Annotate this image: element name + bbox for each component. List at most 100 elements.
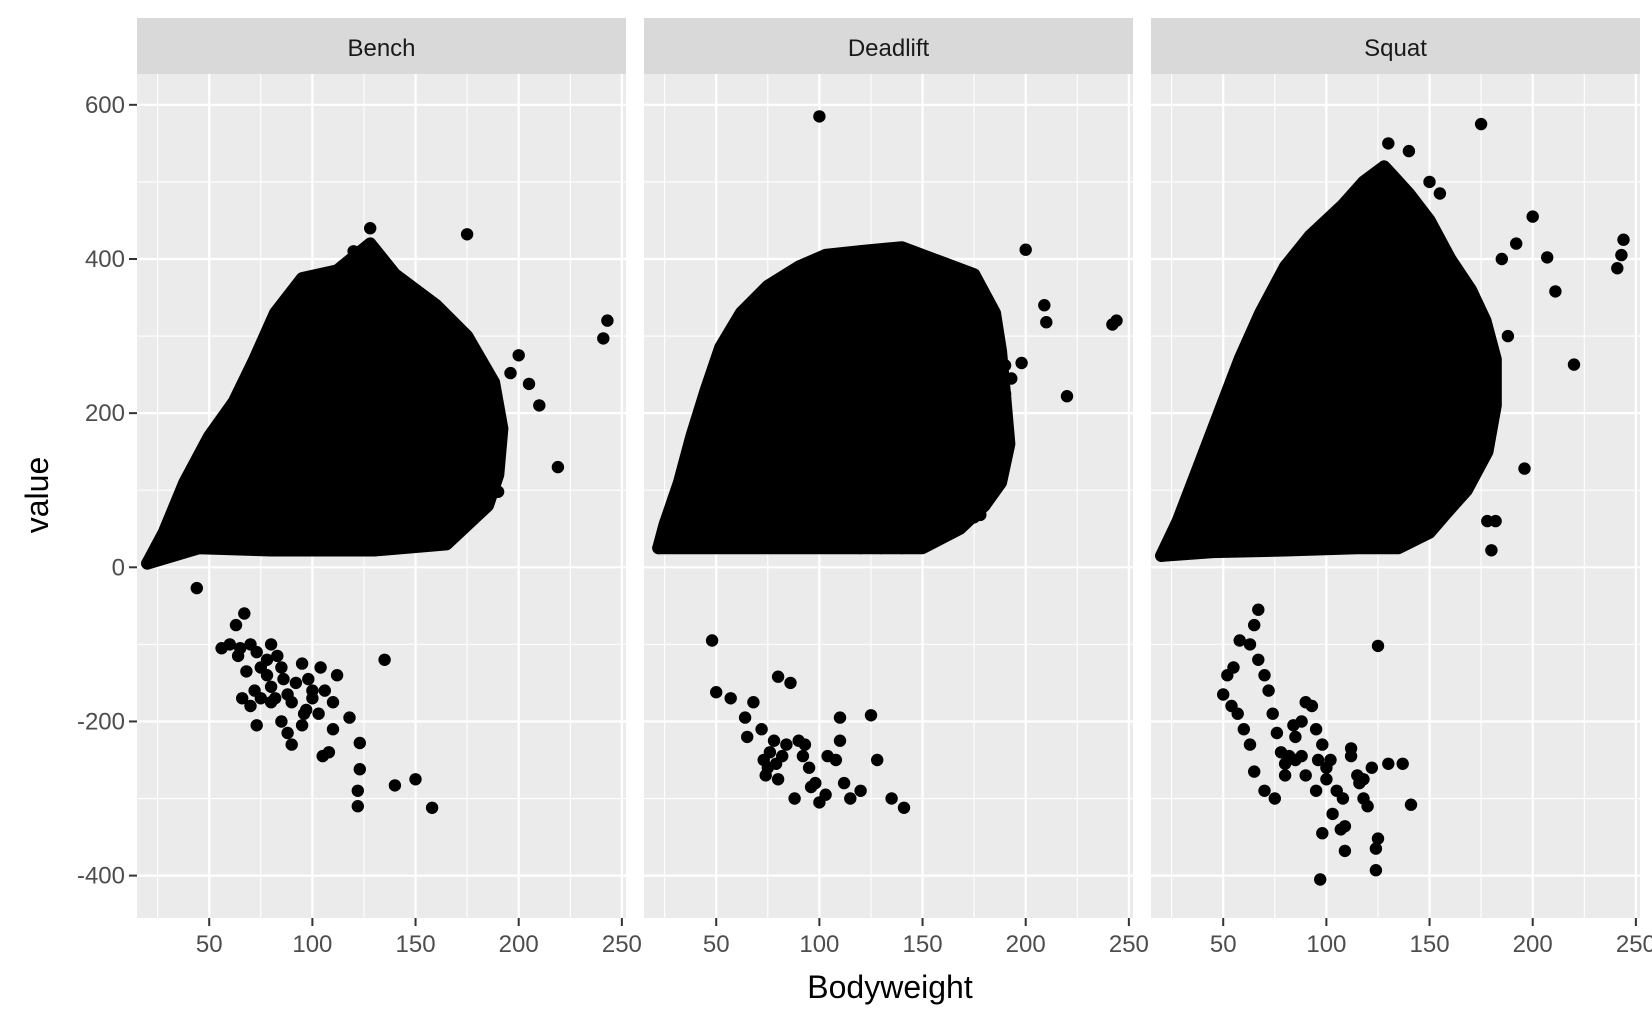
data-point [1474,117,1488,131]
facet-strip [644,18,1133,74]
data-point [223,638,236,651]
data-point [312,707,325,720]
data-point [1309,784,1323,797]
data-point [491,485,505,498]
data-point [1248,765,1261,778]
data-point [1617,233,1630,246]
facet-strip [1151,18,1640,74]
x-tick-label: 100 [1306,931,1346,958]
data-point [1489,514,1502,528]
data-point [1320,773,1333,786]
data-point [1495,252,1509,266]
data-point [984,422,997,435]
data-point [994,399,1008,412]
data-point [844,792,857,805]
x-tick-label: 250 [1109,931,1149,958]
data-point [1357,792,1370,805]
y-axis-title: value [19,457,55,534]
data-point [275,661,288,674]
data-point [796,749,810,763]
x-tick-label: 50 [1210,931,1237,958]
data-point [895,541,909,555]
data-point [388,779,402,792]
data-point [1316,827,1329,840]
data-point [741,730,754,744]
facet-panel-squat: Squat 50 100 150 200 250 [1151,18,1652,958]
data-point [788,792,801,805]
data-point [289,676,303,690]
data-point [875,541,888,555]
data-point [1365,761,1379,774]
data-point [881,514,894,528]
data-point [326,723,340,736]
data-point [802,761,816,774]
data-point [1299,769,1312,782]
x-tick-label: 200 [1513,931,1553,958]
x-tick-label: 200 [499,931,539,958]
facet-strip-label: Bench [347,35,415,62]
data-point [1217,688,1230,701]
data-point [190,581,203,595]
data-point [798,738,812,751]
data-point [297,707,311,720]
data-point [926,499,940,512]
data-point [281,726,294,740]
x-tick-label: 100 [799,931,839,958]
data-point [1510,237,1523,250]
data-point [1019,243,1032,256]
data-point [260,653,274,666]
data-point [937,503,950,516]
data-point [522,377,536,391]
data-point [231,649,245,663]
data-point [1289,730,1302,744]
data-point [141,557,154,570]
data-point [1252,653,1265,666]
data-point [1040,316,1053,329]
data-point [1278,769,1292,782]
data-point [871,507,884,520]
data-point [1299,696,1312,709]
data-point [988,410,1001,424]
x-tick-label: 50 [703,931,730,958]
data-point [1423,175,1436,189]
data-point [277,672,290,686]
data-point [1233,634,1246,647]
data-point [240,665,253,678]
data-point [1338,844,1352,858]
data-point [295,719,309,732]
data-point [1501,329,1515,343]
data-point [947,484,960,497]
data-point [755,723,768,736]
data-point [271,649,284,663]
x-tick-label: 250 [602,931,642,958]
data-point [1243,738,1257,751]
data-point [264,680,278,693]
point-cloud [141,237,509,570]
y-tick-label: 0 [112,554,125,581]
data-point [409,773,422,786]
data-point [864,709,878,722]
data-point [1526,210,1539,223]
data-point [821,749,834,763]
data-point [1314,873,1327,886]
data-point [238,607,251,620]
x-tick-label: 150 [903,931,943,958]
data-point [1371,639,1385,653]
data-point [1382,757,1395,770]
data-point [236,692,249,705]
data-point [425,801,439,814]
data-point [819,788,832,801]
data-point [1518,462,1531,475]
data-point [710,686,723,699]
data-point [512,349,525,362]
data-point [597,332,610,345]
data-point [351,784,364,797]
data-point [318,684,331,697]
data-point [1344,742,1358,755]
data-point [1419,503,1432,516]
data-point [1320,761,1333,774]
data-point [250,719,263,732]
data-point [978,484,991,497]
data-point [771,670,785,683]
facet-strip-label: Deadlift [848,35,930,62]
